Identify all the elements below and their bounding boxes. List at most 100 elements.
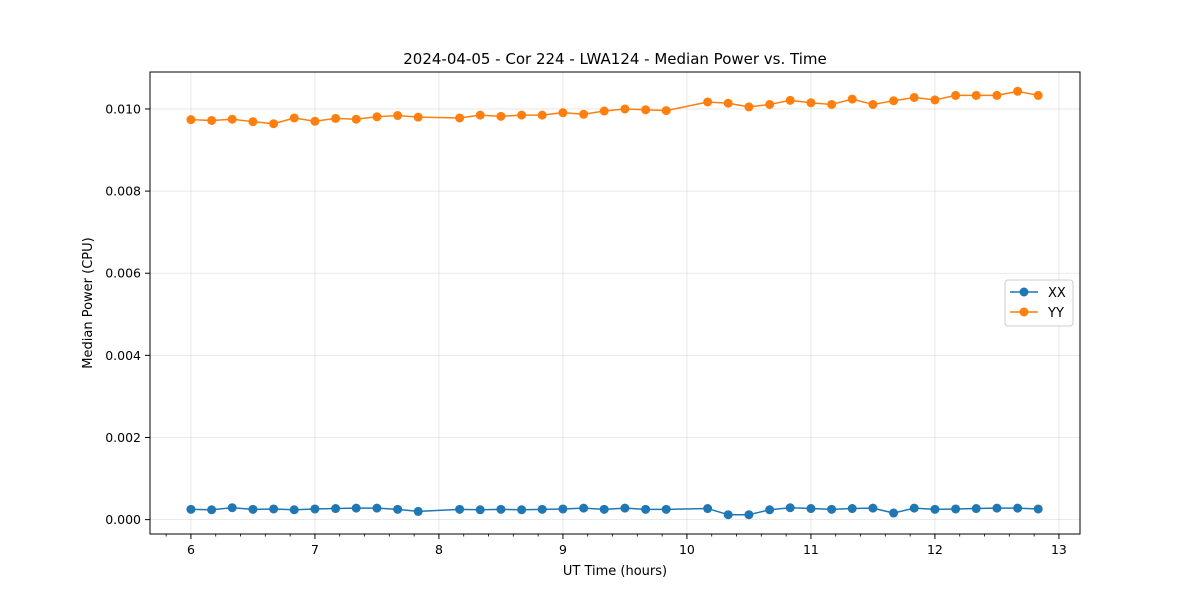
legend-marker-yy (1019, 307, 1029, 317)
data-point-yy (310, 116, 320, 126)
x-tick-label: 10 (679, 542, 695, 557)
y-tick-label: 0.000 (105, 512, 141, 527)
data-point-yy (641, 105, 651, 115)
y-tick-label: 0.006 (105, 266, 141, 281)
series-line-yy (190, 90, 1039, 125)
data-point-xx (372, 503, 382, 513)
data-point-yy (227, 114, 237, 124)
data-point-xx (1013, 503, 1023, 513)
data-point-yy (517, 110, 527, 120)
ticks: 6 7 8 9 10 11 12 13 0.000 0.002 0.004 0.006 0.008 0.0… (105, 101, 1067, 557)
data-point-yy (1033, 90, 1043, 100)
data-point-yy (1013, 86, 1023, 96)
data-point-yy (868, 99, 878, 109)
series-layer (186, 86, 1043, 520)
data-point-yy (744, 102, 754, 112)
data-point-yy (331, 113, 341, 123)
data-point-yy (661, 106, 671, 116)
data-point-yy (372, 112, 382, 122)
data-point-yy (351, 114, 361, 124)
data-point-yy (785, 95, 795, 105)
x-tick-label: 13 (1051, 542, 1067, 557)
legend-label-xx: XX (1048, 286, 1066, 301)
data-point-xx (992, 503, 1002, 513)
data-point-xx (703, 504, 713, 514)
data-point-yy (537, 110, 547, 120)
data-point-xx (641, 504, 651, 514)
data-point-xx (951, 504, 961, 514)
data-point-yy (806, 98, 816, 108)
data-point-xx (889, 508, 899, 518)
data-point-yy (558, 108, 568, 118)
data-point-xx (827, 504, 837, 514)
data-point-xx (496, 504, 506, 514)
data-point-xx (289, 505, 299, 515)
data-point-yy (289, 113, 299, 123)
data-point-yy (248, 117, 258, 127)
x-tick-label: 6 (187, 542, 195, 557)
data-point-xx (351, 503, 361, 513)
data-point-yy (951, 90, 961, 100)
data-point-xx (269, 504, 279, 514)
plot-frame (149, 71, 1081, 535)
data-point-xx (661, 504, 671, 514)
data-point-xx (537, 504, 547, 514)
x-tick-label: 12 (927, 542, 943, 557)
data-point-xx (558, 504, 568, 514)
chart-title: 2024-04-05 - Cor 224 - LWA124 - Median P… (403, 50, 827, 68)
y-tick-label: 0.002 (105, 430, 141, 445)
data-point-xx (393, 504, 403, 514)
data-point-xx (579, 503, 589, 513)
data-point-xx (207, 505, 217, 515)
data-point-yy (992, 90, 1002, 100)
data-point-xx (620, 503, 630, 513)
data-point-yy (703, 97, 713, 107)
data-point-xx (413, 506, 423, 516)
data-point-yy (909, 92, 919, 102)
data-point-yy (579, 109, 589, 119)
legend-marker-xx (1019, 287, 1029, 297)
y-tick-label: 0.010 (105, 101, 141, 116)
data-point-yy (269, 119, 279, 129)
data-point-xx (248, 504, 258, 514)
data-point-xx (310, 504, 320, 514)
data-point-xx (930, 504, 940, 514)
data-point-yy (186, 115, 196, 125)
data-point-xx (599, 504, 609, 514)
data-point-xx (785, 503, 795, 513)
data-point-xx (331, 504, 341, 514)
data-point-xx (186, 504, 196, 514)
data-point-yy (496, 111, 506, 121)
data-point-xx (806, 504, 816, 514)
data-point-xx (475, 505, 485, 515)
data-point-xx (971, 504, 981, 514)
data-point-yy (971, 90, 981, 100)
series-line-xx (190, 506, 1039, 516)
data-point-xx (1033, 504, 1043, 514)
x-tick-label: 11 (803, 542, 819, 557)
x-tick-label: 7 (311, 542, 319, 557)
y-axis-label: Median Power (CPU) (81, 237, 96, 368)
data-point-yy (930, 95, 940, 105)
data-point-xx (455, 504, 465, 514)
data-point-yy (765, 99, 775, 109)
x-tick-label: 9 (559, 542, 567, 557)
data-point-xx (517, 505, 527, 515)
data-point-yy (475, 110, 485, 120)
data-point-yy (599, 106, 609, 116)
data-point-xx (909, 503, 919, 513)
data-point-xx (227, 503, 237, 513)
data-point-xx (765, 505, 775, 515)
data-point-xx (723, 510, 733, 520)
data-point-yy (413, 112, 423, 122)
y-tick-label: 0.008 (105, 184, 141, 199)
data-point-xx (847, 504, 857, 514)
data-point-yy (847, 94, 857, 104)
data-point-yy (207, 115, 217, 125)
x-axis-label: UT Time (hours) (563, 564, 667, 579)
data-point-yy (455, 113, 465, 123)
legend: XX YY (1004, 279, 1074, 327)
x-tick-label: 8 (435, 542, 443, 557)
